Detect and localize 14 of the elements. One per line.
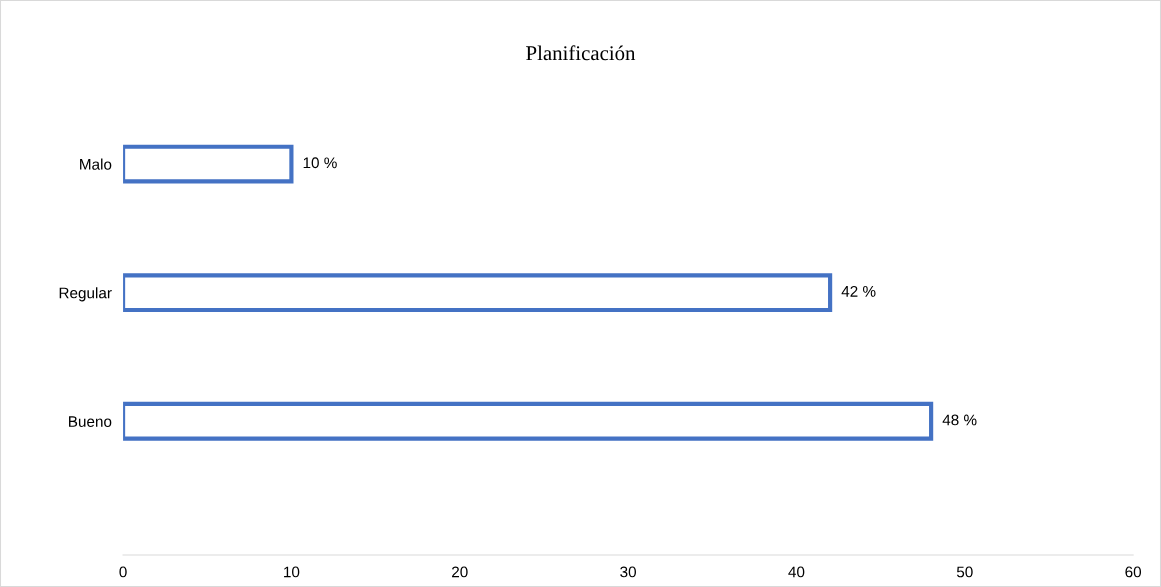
x-tick-label: 50	[956, 566, 973, 578]
x-tick-label: 0	[119, 566, 127, 578]
y-tick-label: Bueno	[69, 416, 112, 427]
x-tick-label: 60	[1125, 566, 1142, 578]
x-tick-label: 20	[452, 566, 468, 578]
chart-title: Planificación	[526, 45, 636, 61]
x-tick-label: 40	[788, 566, 805, 578]
data-label: 42 %	[841, 285, 876, 297]
y-tick-label: Malo	[80, 158, 112, 170]
data-label: 48 %	[942, 414, 977, 426]
x-tick-label: 10	[284, 566, 300, 578]
y-tick-label: Regular	[59, 287, 112, 302]
data-label: 10 %	[303, 157, 337, 169]
x-tick-label: 30	[620, 566, 636, 578]
